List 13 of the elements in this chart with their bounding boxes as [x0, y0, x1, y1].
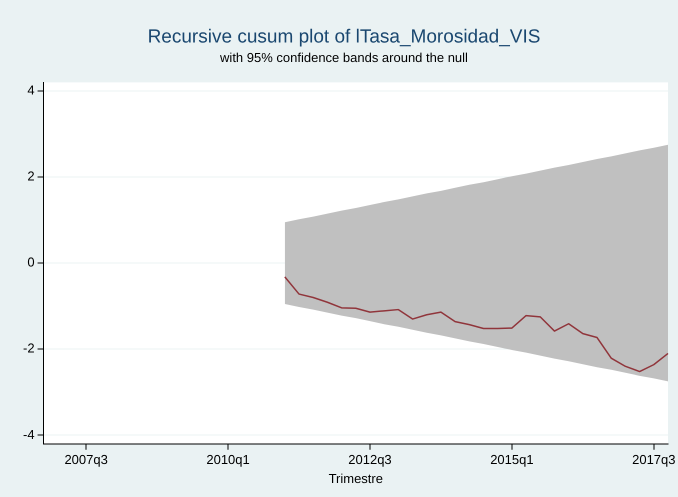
- y-tick-label: 0: [27, 254, 35, 270]
- x-tick-label: 2015q1: [490, 452, 534, 468]
- y-tick-label: 2: [27, 168, 35, 184]
- x-tick-label: 2017q3: [632, 452, 676, 468]
- x-tick-label: 2010q1: [206, 452, 250, 468]
- y-tick-label: 4: [27, 82, 35, 98]
- x-axis-title: Trimestre: [328, 470, 383, 486]
- y-tick-label: -4: [22, 426, 35, 442]
- chart-subtitle: with 95% confidence bands around the null: [219, 50, 468, 66]
- x-tick-label: 2012q3: [348, 452, 392, 468]
- x-tick-label: 2007q3: [64, 452, 108, 468]
- y-tick-label: -2: [22, 340, 35, 356]
- chart-title: Recursive cusum plot of lTasa_Morosidad_VIS: [148, 26, 540, 48]
